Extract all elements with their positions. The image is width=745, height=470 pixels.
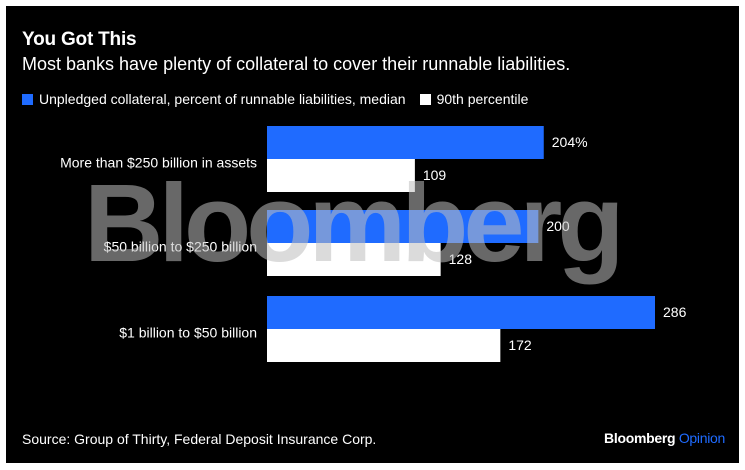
legend-swatch-90th — [419, 93, 431, 105]
brand-suffix: Opinion — [678, 430, 725, 446]
bar-median-3 — [267, 296, 655, 329]
data-label-90th-3: 172 — [508, 337, 532, 353]
bar-90th-2 — [267, 243, 441, 276]
category-label-more-than-250-billion-in-assets: More than $250 billion in assets — [60, 155, 257, 171]
source-note: Source: Group of Thirty, Federal Deposit… — [22, 431, 377, 447]
data-label-90th-2: 128 — [449, 251, 473, 267]
bar-chart: More than $250 billion in assets 204% 109 $… — [60, 126, 687, 362]
legend-item-90th: 90th percentile — [419, 91, 529, 107]
bar-median-1 — [267, 126, 544, 159]
chart-card: You Got This Most banks have plenty of c… — [6, 6, 739, 463]
data-label-median-1: 204% — [552, 134, 588, 150]
data-label-90th-1: 109 — [423, 167, 447, 183]
bar-median-2 — [267, 210, 539, 243]
chart-title: You Got This — [22, 29, 137, 50]
bar-90th-1 — [267, 159, 415, 192]
legend-label-90th: 90th percentile — [436, 91, 529, 107]
data-label-median-2: 200 — [546, 218, 570, 234]
bar-90th-3 — [267, 329, 501, 362]
legend: Unpledged collateral, percent of runnabl… — [22, 91, 542, 107]
legend-label-median: Unpledged collateral, percent of runnabl… — [39, 91, 406, 107]
brand-name: Bloomberg — [604, 430, 676, 446]
data-label-median-3: 286 — [663, 304, 687, 320]
category-label-50-billion-to-250-billion: $50 billion to $250 billion — [104, 239, 257, 255]
category-label-1-billion-to-50-billion: $1 billion to $50 billion — [119, 325, 257, 341]
legend-swatch-median — [22, 93, 33, 105]
legend-item-median: Unpledged collateral, percent of runnabl… — [22, 91, 406, 107]
chart-subtitle: Most banks have plenty of collateral to … — [22, 54, 571, 74]
bloomberg-opinion-logo: Bloomberg Opinion — [604, 430, 725, 446]
